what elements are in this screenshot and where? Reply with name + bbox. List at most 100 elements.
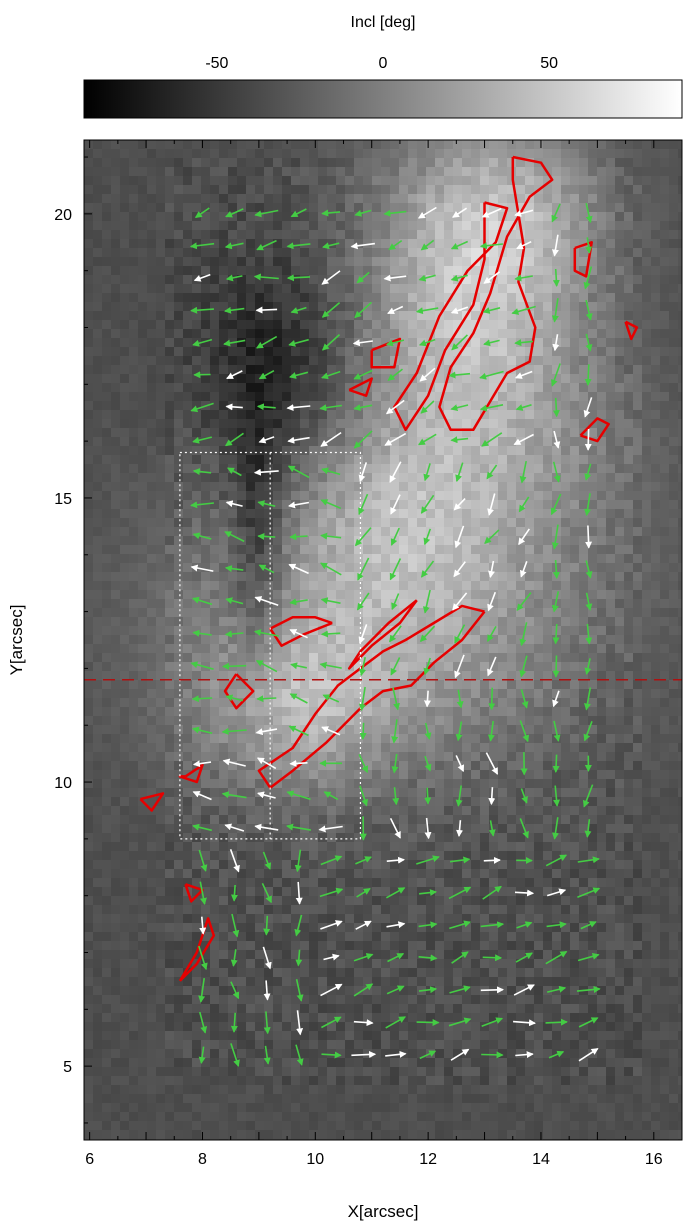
field-vector bbox=[190, 306, 214, 314]
field-vector bbox=[231, 913, 240, 938]
field-vector bbox=[225, 274, 243, 282]
field-vector bbox=[488, 560, 495, 578]
contour-line bbox=[257, 604, 486, 789]
field-vector bbox=[584, 493, 592, 517]
field-vector bbox=[418, 274, 436, 282]
contour-line bbox=[223, 673, 255, 710]
field-vector bbox=[386, 985, 405, 995]
field-vector bbox=[479, 404, 504, 412]
y-axis-label: Y[arcsec] bbox=[7, 605, 26, 676]
field-vector bbox=[320, 920, 343, 930]
field-vector bbox=[552, 461, 561, 483]
field-vector bbox=[322, 242, 340, 250]
field-vector bbox=[419, 625, 436, 643]
field-vector bbox=[487, 591, 497, 612]
y-tick-label: 15 bbox=[54, 491, 72, 508]
field-vector bbox=[450, 306, 469, 315]
field-vector bbox=[483, 271, 501, 284]
field-vector bbox=[515, 1051, 534, 1059]
field-vector bbox=[389, 461, 402, 483]
field-vector bbox=[288, 563, 309, 575]
field-vector bbox=[480, 921, 505, 929]
contour-line bbox=[184, 883, 204, 903]
field-vector bbox=[355, 856, 373, 865]
field-vector bbox=[482, 307, 501, 314]
plot-frame bbox=[83, 139, 683, 1141]
field-vector bbox=[261, 882, 272, 904]
field-vector bbox=[450, 240, 469, 250]
x-tick-label: 6 bbox=[85, 1151, 94, 1168]
field-vector bbox=[453, 561, 466, 578]
field-vector bbox=[514, 339, 533, 347]
field-vector bbox=[192, 436, 212, 444]
field-vector bbox=[483, 339, 500, 347]
field-vector bbox=[263, 1045, 271, 1065]
field-vector bbox=[256, 239, 277, 251]
field-vector bbox=[254, 209, 279, 218]
field-vector bbox=[192, 468, 212, 476]
field-vector bbox=[390, 494, 401, 515]
field-vector bbox=[423, 528, 432, 546]
field-vector bbox=[546, 921, 567, 929]
field-vector bbox=[578, 1048, 599, 1062]
field-vector bbox=[514, 209, 534, 217]
field-vector bbox=[418, 921, 438, 929]
field-vector bbox=[520, 788, 528, 804]
field-vector bbox=[295, 979, 304, 1002]
field-vector bbox=[577, 856, 600, 864]
field-vector bbox=[192, 338, 213, 347]
field-vector bbox=[424, 817, 432, 840]
field-vector bbox=[288, 725, 309, 737]
field-vector bbox=[358, 462, 368, 483]
field-vector bbox=[519, 460, 527, 484]
field-vector bbox=[450, 274, 468, 282]
x-tick-label: 14 bbox=[532, 1151, 550, 1168]
field-vector bbox=[582, 784, 594, 808]
field-vector bbox=[192, 791, 212, 801]
field-vector bbox=[230, 1043, 240, 1068]
field-vector bbox=[456, 820, 464, 837]
field-vector bbox=[320, 630, 341, 638]
field-vector bbox=[389, 817, 401, 839]
field-vector bbox=[288, 501, 310, 509]
field-vector bbox=[488, 820, 496, 837]
field-vector bbox=[226, 370, 243, 380]
field-vector bbox=[286, 242, 311, 250]
axis-ticks: 6 8 10 12 14 16 5 10 15 20 bbox=[54, 140, 683, 1168]
field-vector bbox=[287, 465, 310, 479]
field-vector bbox=[584, 364, 592, 386]
field-vector bbox=[386, 921, 406, 929]
field-vector bbox=[191, 596, 213, 606]
field-vector bbox=[551, 298, 559, 323]
field-vector bbox=[192, 629, 212, 637]
contour-line bbox=[438, 155, 554, 432]
field-vector bbox=[224, 306, 245, 314]
field-vector bbox=[511, 305, 536, 315]
field-vector bbox=[451, 334, 468, 351]
field-vector bbox=[318, 825, 343, 833]
field-vector bbox=[488, 787, 496, 806]
field-vector bbox=[547, 985, 567, 993]
field-vector bbox=[198, 849, 208, 872]
field-vector bbox=[578, 1017, 599, 1028]
field-vector bbox=[383, 209, 407, 217]
vector-field bbox=[189, 203, 601, 1068]
field-vector bbox=[448, 1017, 472, 1027]
field-vector bbox=[513, 984, 535, 996]
field-vector bbox=[354, 527, 372, 547]
field-vector bbox=[354, 209, 372, 217]
field-vector bbox=[389, 558, 402, 581]
field-vector bbox=[392, 687, 400, 711]
field-vector bbox=[221, 791, 247, 799]
field-vector bbox=[419, 367, 436, 382]
field-vector bbox=[420, 494, 435, 514]
field-vector bbox=[392, 787, 400, 806]
field-vector bbox=[514, 889, 535, 897]
field-vector bbox=[585, 333, 593, 352]
field-vector bbox=[585, 623, 593, 645]
field-vector bbox=[553, 430, 561, 449]
field-vector bbox=[258, 369, 275, 380]
field-vector bbox=[515, 404, 532, 411]
field-vector bbox=[513, 433, 534, 446]
field-vector bbox=[224, 565, 244, 573]
